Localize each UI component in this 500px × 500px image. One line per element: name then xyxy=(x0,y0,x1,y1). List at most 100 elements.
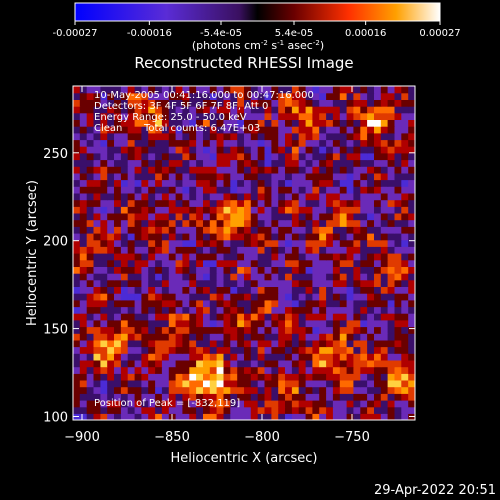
heatmap-cell xyxy=(203,326,211,334)
heatmap-cell xyxy=(332,326,341,334)
heatmap-cell xyxy=(244,400,252,408)
heatmap-cell xyxy=(182,166,190,174)
heatmap-cell xyxy=(278,186,286,194)
heatmap-cell xyxy=(93,166,101,174)
heatmap-cell xyxy=(244,339,252,348)
heatmap-cell xyxy=(250,413,259,420)
heatmap-cell xyxy=(148,126,156,134)
heatmap-cell xyxy=(120,313,129,321)
heatmap-cell xyxy=(326,179,334,187)
heatmap-cell xyxy=(271,406,279,414)
heatmap-cell xyxy=(189,192,197,201)
heatmap-cell xyxy=(244,293,252,301)
heatmap-cell xyxy=(312,306,320,314)
heatmap-cell xyxy=(120,199,129,207)
heatmap-cell xyxy=(100,373,108,381)
heatmap-cell xyxy=(264,233,272,241)
heatmap-cell xyxy=(107,406,115,414)
heatmap-cell xyxy=(387,333,395,341)
heatmap-cell xyxy=(360,400,368,408)
heatmap-cell xyxy=(408,192,415,201)
heatmap-cell xyxy=(305,86,313,94)
heatmap-cell xyxy=(175,212,183,221)
heatmap-cell xyxy=(73,319,81,328)
heatmap-cell xyxy=(353,246,361,254)
heatmap-cell xyxy=(86,106,95,114)
heatmap-cell xyxy=(114,379,122,388)
heatmap-cell xyxy=(339,179,348,187)
heatmap-cell xyxy=(237,126,245,134)
heatmap-cell xyxy=(401,86,409,94)
heatmap-cell xyxy=(298,313,307,321)
heatmap-cell xyxy=(346,266,354,274)
heatmap-cell xyxy=(223,279,231,287)
heatmap-cell xyxy=(127,199,136,207)
heatmap-cell xyxy=(86,319,95,328)
heatmap-cell xyxy=(237,253,245,261)
heatmap-cell xyxy=(155,179,163,187)
heatmap-cell xyxy=(353,226,361,234)
heatmap-cell xyxy=(73,313,81,321)
heatmap-cell xyxy=(120,306,129,314)
heatmap-cell xyxy=(291,186,300,194)
heatmap-cell xyxy=(79,233,88,241)
heatmap-cell xyxy=(216,306,224,314)
heatmap-cell xyxy=(155,339,163,348)
heatmap-cell xyxy=(367,172,375,181)
heatmap-cell xyxy=(93,386,101,394)
heatmap-cell xyxy=(168,199,177,207)
heatmap-cell xyxy=(189,359,197,368)
heatmap-cell xyxy=(401,192,409,201)
heatmap-cell xyxy=(182,279,190,287)
heatmap-cell xyxy=(203,219,211,227)
heatmap-cell xyxy=(120,253,129,261)
heatmap-cell xyxy=(339,373,348,381)
heatmap-cell xyxy=(203,406,211,414)
heatmap-cell xyxy=(196,206,204,214)
heatmap-cell xyxy=(168,353,177,361)
heatmap-cell xyxy=(203,86,211,94)
heatmap-cell xyxy=(93,273,101,281)
heatmap-cell xyxy=(161,166,170,174)
heatmap-cell xyxy=(319,366,327,374)
heatmap-cell xyxy=(134,273,142,281)
heatmap-cell xyxy=(168,119,177,127)
heatmap-cell xyxy=(223,253,231,261)
heatmap-cell xyxy=(161,286,170,294)
heatmap-cell xyxy=(127,339,136,348)
heatmap-cell xyxy=(415,360,422,367)
heatmap-cell xyxy=(346,199,354,207)
heatmap-cell xyxy=(168,366,177,374)
heatmap-cell xyxy=(216,299,224,308)
heatmap-cell xyxy=(339,166,348,174)
heatmap-cell xyxy=(353,199,361,207)
heatmap-cell xyxy=(394,192,402,201)
heatmap-cell xyxy=(339,266,348,274)
heatmap-cell xyxy=(148,119,156,127)
heatmap-cell xyxy=(100,226,108,234)
heatmap-cell xyxy=(86,400,95,408)
heatmap-cell xyxy=(161,366,170,374)
heatmap-cell xyxy=(367,266,375,274)
heatmap-cell xyxy=(346,92,354,100)
heatmap-cell xyxy=(326,86,334,94)
heatmap-cell xyxy=(408,226,415,234)
heatmap-cell xyxy=(168,273,177,281)
heatmap-cell xyxy=(189,266,197,274)
heatmap-cell xyxy=(175,119,183,127)
heatmap-cell xyxy=(408,212,415,221)
heatmap-cell xyxy=(182,393,190,401)
heatmap-cell xyxy=(408,353,415,361)
heatmap-cell xyxy=(387,106,395,114)
heatmap-cell xyxy=(367,379,375,388)
heatmap-cell xyxy=(148,286,156,294)
heatmap-cell xyxy=(161,106,170,114)
heatmap-cell xyxy=(73,226,81,234)
heatmap-cell xyxy=(148,219,156,227)
heatmap-cell xyxy=(291,192,300,201)
heatmap-cell xyxy=(168,286,177,294)
heatmap-cell xyxy=(257,299,266,308)
heatmap-cell xyxy=(107,99,115,107)
heatmap-cell xyxy=(394,172,402,181)
heatmap-cell xyxy=(353,406,361,414)
